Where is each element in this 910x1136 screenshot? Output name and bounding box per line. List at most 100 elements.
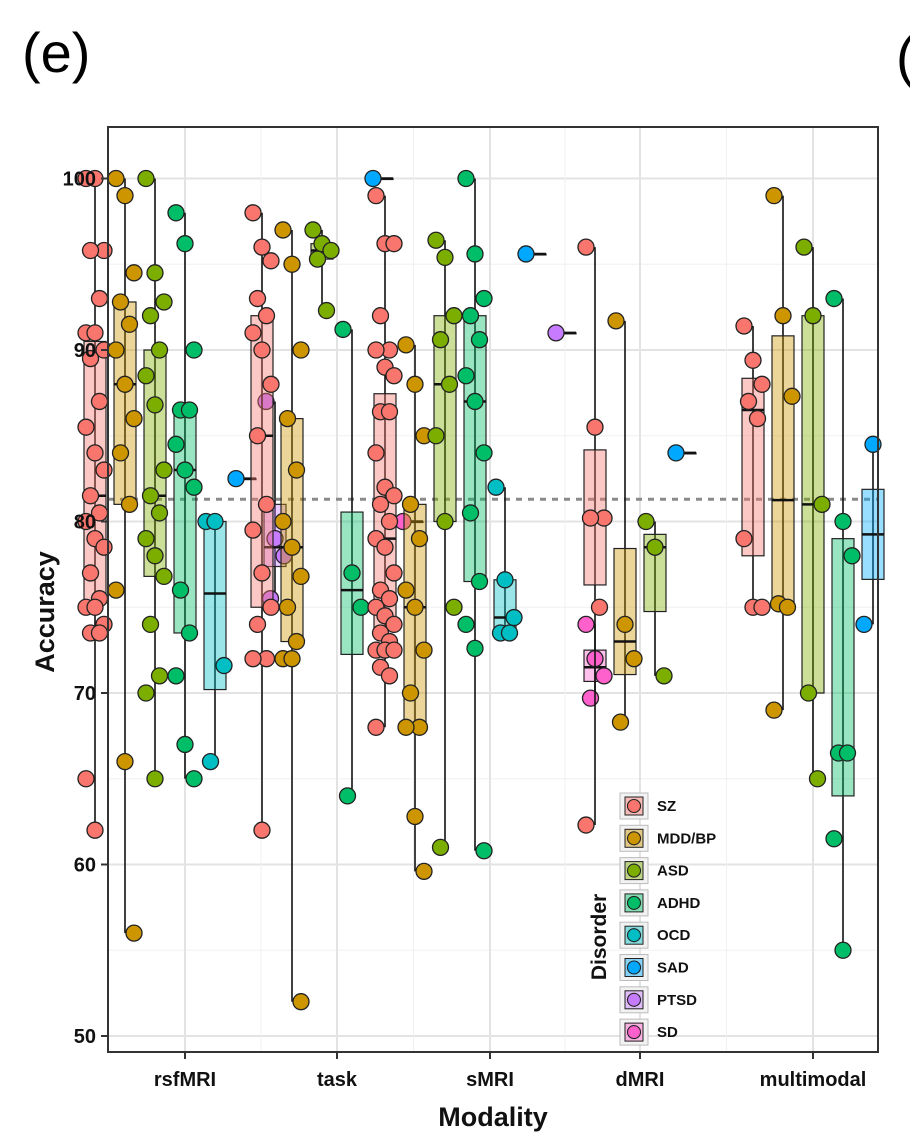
legend-label: SD [657,1024,678,1041]
data-point [262,598,280,616]
data-point [825,289,843,308]
data-point [111,293,130,311]
data-point [185,770,203,788]
data-point [317,301,336,320]
data-point [457,615,475,634]
legend-key-point [626,1025,642,1040]
box-group-task-ADHD [334,320,370,805]
data-point [287,632,306,651]
data-point [795,238,813,256]
data-point [799,684,818,702]
data-point [834,941,852,959]
data-point [440,375,459,393]
data-point [517,245,535,263]
data-point [167,667,185,685]
data-point [146,264,164,282]
box-group-multimodal-SAD [855,435,885,634]
x-tick-label: sMRI [466,1069,514,1091]
panel-label: (e) [22,21,91,84]
data-point [292,341,310,359]
legend-key-point [626,960,642,975]
data-point [744,351,762,369]
data-point [180,624,199,642]
data-point [470,331,489,349]
data-point [253,238,271,256]
data-point [436,512,454,531]
data-point [470,572,489,591]
data-point [155,461,173,479]
data-point [334,320,352,339]
legend-key-point [626,831,642,846]
data-point [185,341,203,359]
plot-border [107,126,879,1053]
data-point [248,427,267,445]
y-tick-label: 60 [74,855,96,877]
data-point [406,375,424,393]
data-point [765,701,783,719]
data-point [120,495,139,514]
data-point [581,509,600,527]
data-point [266,530,284,548]
data-point [436,248,454,267]
data-point [120,315,139,333]
box [771,335,795,607]
x-tick-label: multimodal [760,1069,867,1091]
data-point [385,235,403,253]
data-point [283,650,301,668]
data-point [150,504,169,522]
data-point [107,169,125,188]
data-point [150,667,169,685]
legend-key-point [626,992,642,1007]
box [831,538,855,797]
data-point [292,993,310,1011]
data-point [150,341,169,359]
data-point [397,581,415,599]
data-point [427,427,445,445]
data-point [415,862,433,881]
data-point [352,598,370,616]
legend-key-point [626,863,642,878]
box-group-rsfMRI-ADHD [167,204,203,788]
data-point [248,615,267,634]
data-point [475,842,493,860]
data-point [146,770,164,788]
data-point [253,341,271,359]
data-point [475,289,493,308]
legend-title: Disorder [588,894,611,980]
box [113,301,137,505]
data-point [81,564,100,582]
data-point [176,461,194,479]
box-group-task-MDD-BP [274,221,310,1011]
data-point [406,598,424,616]
data-point [77,512,95,531]
box-group-multimodal-ADHD [825,289,861,959]
data-point [376,538,394,556]
data-point [783,387,801,405]
legend-key-point [626,928,642,943]
data-point [283,255,301,273]
legend-key-point [626,798,642,814]
data-point [385,487,403,505]
data-point [176,735,194,754]
plot-background [108,127,878,1052]
data-point [125,409,143,428]
data-point [215,656,233,675]
box [613,547,637,676]
data-point [401,684,420,702]
data-point [577,238,595,256]
data-point [457,169,475,188]
data-point [141,487,160,505]
data-point [137,169,155,188]
box-group-task-SZ [244,204,280,839]
data-point [86,444,104,462]
legend-label: ASD [657,863,689,880]
data-point [577,816,595,834]
data-point [427,231,445,249]
data-point [765,186,783,205]
data-point [253,564,271,582]
data-point [410,530,429,548]
data-point [581,689,600,707]
box-group-rsfMRI-SZ [77,169,113,839]
data-point [367,444,385,462]
